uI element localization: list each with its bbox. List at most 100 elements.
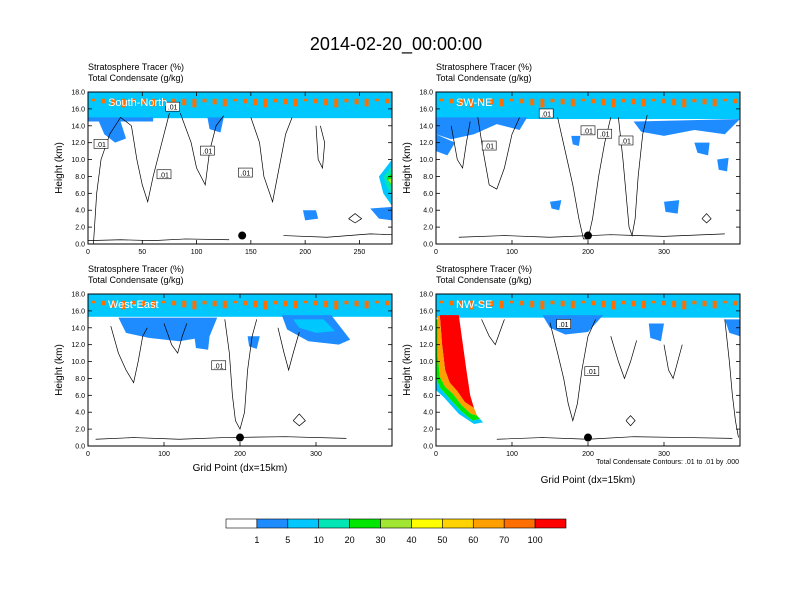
x-tick-label: 0: [434, 451, 438, 458]
tracer-spike: [344, 98, 349, 103]
y-tick-label: 2.0: [423, 427, 433, 434]
contour-label: .01: [584, 366, 600, 376]
tracer-spike: [202, 300, 207, 305]
tracer-spike: [692, 98, 697, 103]
tracer-spike: [131, 98, 136, 103]
tracer-spike: [520, 300, 525, 306]
condensate-contour: [163, 323, 188, 354]
tracer-spike: [510, 98, 514, 102]
tracer-spike: [131, 300, 136, 305]
y-tick-label: 2.0: [423, 225, 433, 232]
tracer-spike: [151, 98, 156, 107]
contour-label-box: [538, 108, 554, 119]
tracer-spike: [682, 98, 687, 108]
panel-title-line2: Total Condensate (g/kg): [436, 73, 532, 83]
tracer-spike: [243, 300, 248, 306]
tracer-spike: [141, 300, 146, 307]
tracer-spike: [459, 98, 464, 106]
tracer-spike: [232, 300, 237, 304]
y-axis-label: Height (km): [54, 344, 65, 396]
colorbar-label: 30: [376, 535, 386, 545]
y-tick-label: 16.0: [71, 106, 85, 113]
tracer-spike: [374, 300, 379, 304]
tracer-spike: [520, 98, 525, 104]
contour-label: .01: [93, 139, 109, 149]
tracer-region: [436, 134, 455, 156]
condensate-contour: [110, 325, 148, 384]
tracer-region: [387, 178, 392, 185]
contour-label-box: [556, 319, 571, 329]
y-tick-label: 2.0: [75, 427, 85, 434]
colorbar: 1 5 10 20 30 40 50 60 70 100: [225, 518, 567, 545]
tracer-spike: [172, 98, 177, 104]
contour-label-text: .01: [159, 172, 169, 179]
panel-title-line1: Stratosphere Tracer (%): [88, 62, 184, 72]
tracer-region: [436, 319, 481, 421]
x-tick-label: 100: [506, 451, 518, 458]
tracer-spike: [439, 98, 444, 102]
y-tick-label: 10.0: [71, 359, 85, 366]
tracer-spike: [121, 98, 126, 108]
colorbar-label: 5: [285, 535, 290, 545]
condensate-contour: [610, 336, 637, 380]
contour-label-box: [200, 145, 215, 156]
y-tick-label: 12.0: [419, 342, 433, 349]
tracer-spike: [364, 98, 369, 107]
tracer-spike: [662, 98, 666, 104]
y-tick-label: 8.0: [423, 174, 433, 181]
contour-label-text: .01: [621, 138, 631, 145]
y-tick-label: 8.0: [75, 376, 85, 383]
location-marker: [584, 433, 592, 442]
condensate-contour: [549, 319, 596, 423]
y-tick-label: 0.0: [423, 242, 433, 249]
tracer-region: [633, 119, 740, 136]
tracer-spike: [101, 300, 106, 306]
tracer-spike: [192, 98, 197, 108]
tracer-spike: [192, 300, 197, 310]
y-tick-label: 14.0: [71, 325, 85, 332]
colorbar-label: 40: [406, 535, 416, 545]
colorbar-label: 50: [437, 535, 447, 545]
tracer-spike: [479, 98, 484, 103]
tracer-spike: [222, 300, 227, 309]
contour-label-text: .01: [587, 369, 597, 376]
x-axis-label: Grid Point (dx=15km): [193, 463, 288, 474]
tracer-spike: [712, 98, 717, 107]
plot-area: .01 .01 .01 .01 .01 SW-NE: [436, 92, 740, 244]
y-tick-label: 4.0: [423, 208, 433, 215]
tracer-spike: [631, 300, 636, 307]
tracer-spike: [354, 98, 359, 105]
tracer-spike: [212, 300, 217, 307]
tracer-spike: [621, 300, 626, 305]
tracer-region: [437, 315, 478, 416]
colorbar-swatch: [534, 518, 567, 529]
tracer-region: [302, 210, 319, 221]
tracer-region: [550, 200, 562, 211]
y-tick-label: 14.0: [71, 123, 85, 130]
tracer-spike: [293, 300, 298, 309]
tracer-spike: [732, 300, 737, 306]
colorbar-swatch: [287, 518, 320, 529]
tracer-spike: [560, 300, 565, 307]
tracer-spike: [631, 98, 636, 105]
colorbar-swatch: [411, 518, 443, 529]
tracer-spike: [273, 98, 278, 103]
x-tick-label: 200: [582, 451, 594, 458]
y-tick-label: 12.0: [71, 140, 85, 147]
condensate-contour: [477, 117, 520, 190]
contour-label: .01: [618, 135, 634, 145]
contour-label: .01: [200, 145, 215, 156]
condensate-contour: [283, 233, 392, 238]
tracer-spike: [314, 300, 318, 306]
tracer-region: [648, 323, 664, 342]
tracer-spike: [580, 300, 585, 304]
y-axis-label: Height (km): [54, 142, 65, 194]
tracer-spike: [540, 300, 545, 310]
x-tick-label: 200: [299, 249, 311, 256]
tracer-spike: [303, 300, 308, 304]
figure-title: 2014-02-20_00:00:00: [310, 34, 482, 55]
tracer-spike: [560, 98, 565, 105]
y-tick-label: 16.0: [71, 308, 85, 315]
